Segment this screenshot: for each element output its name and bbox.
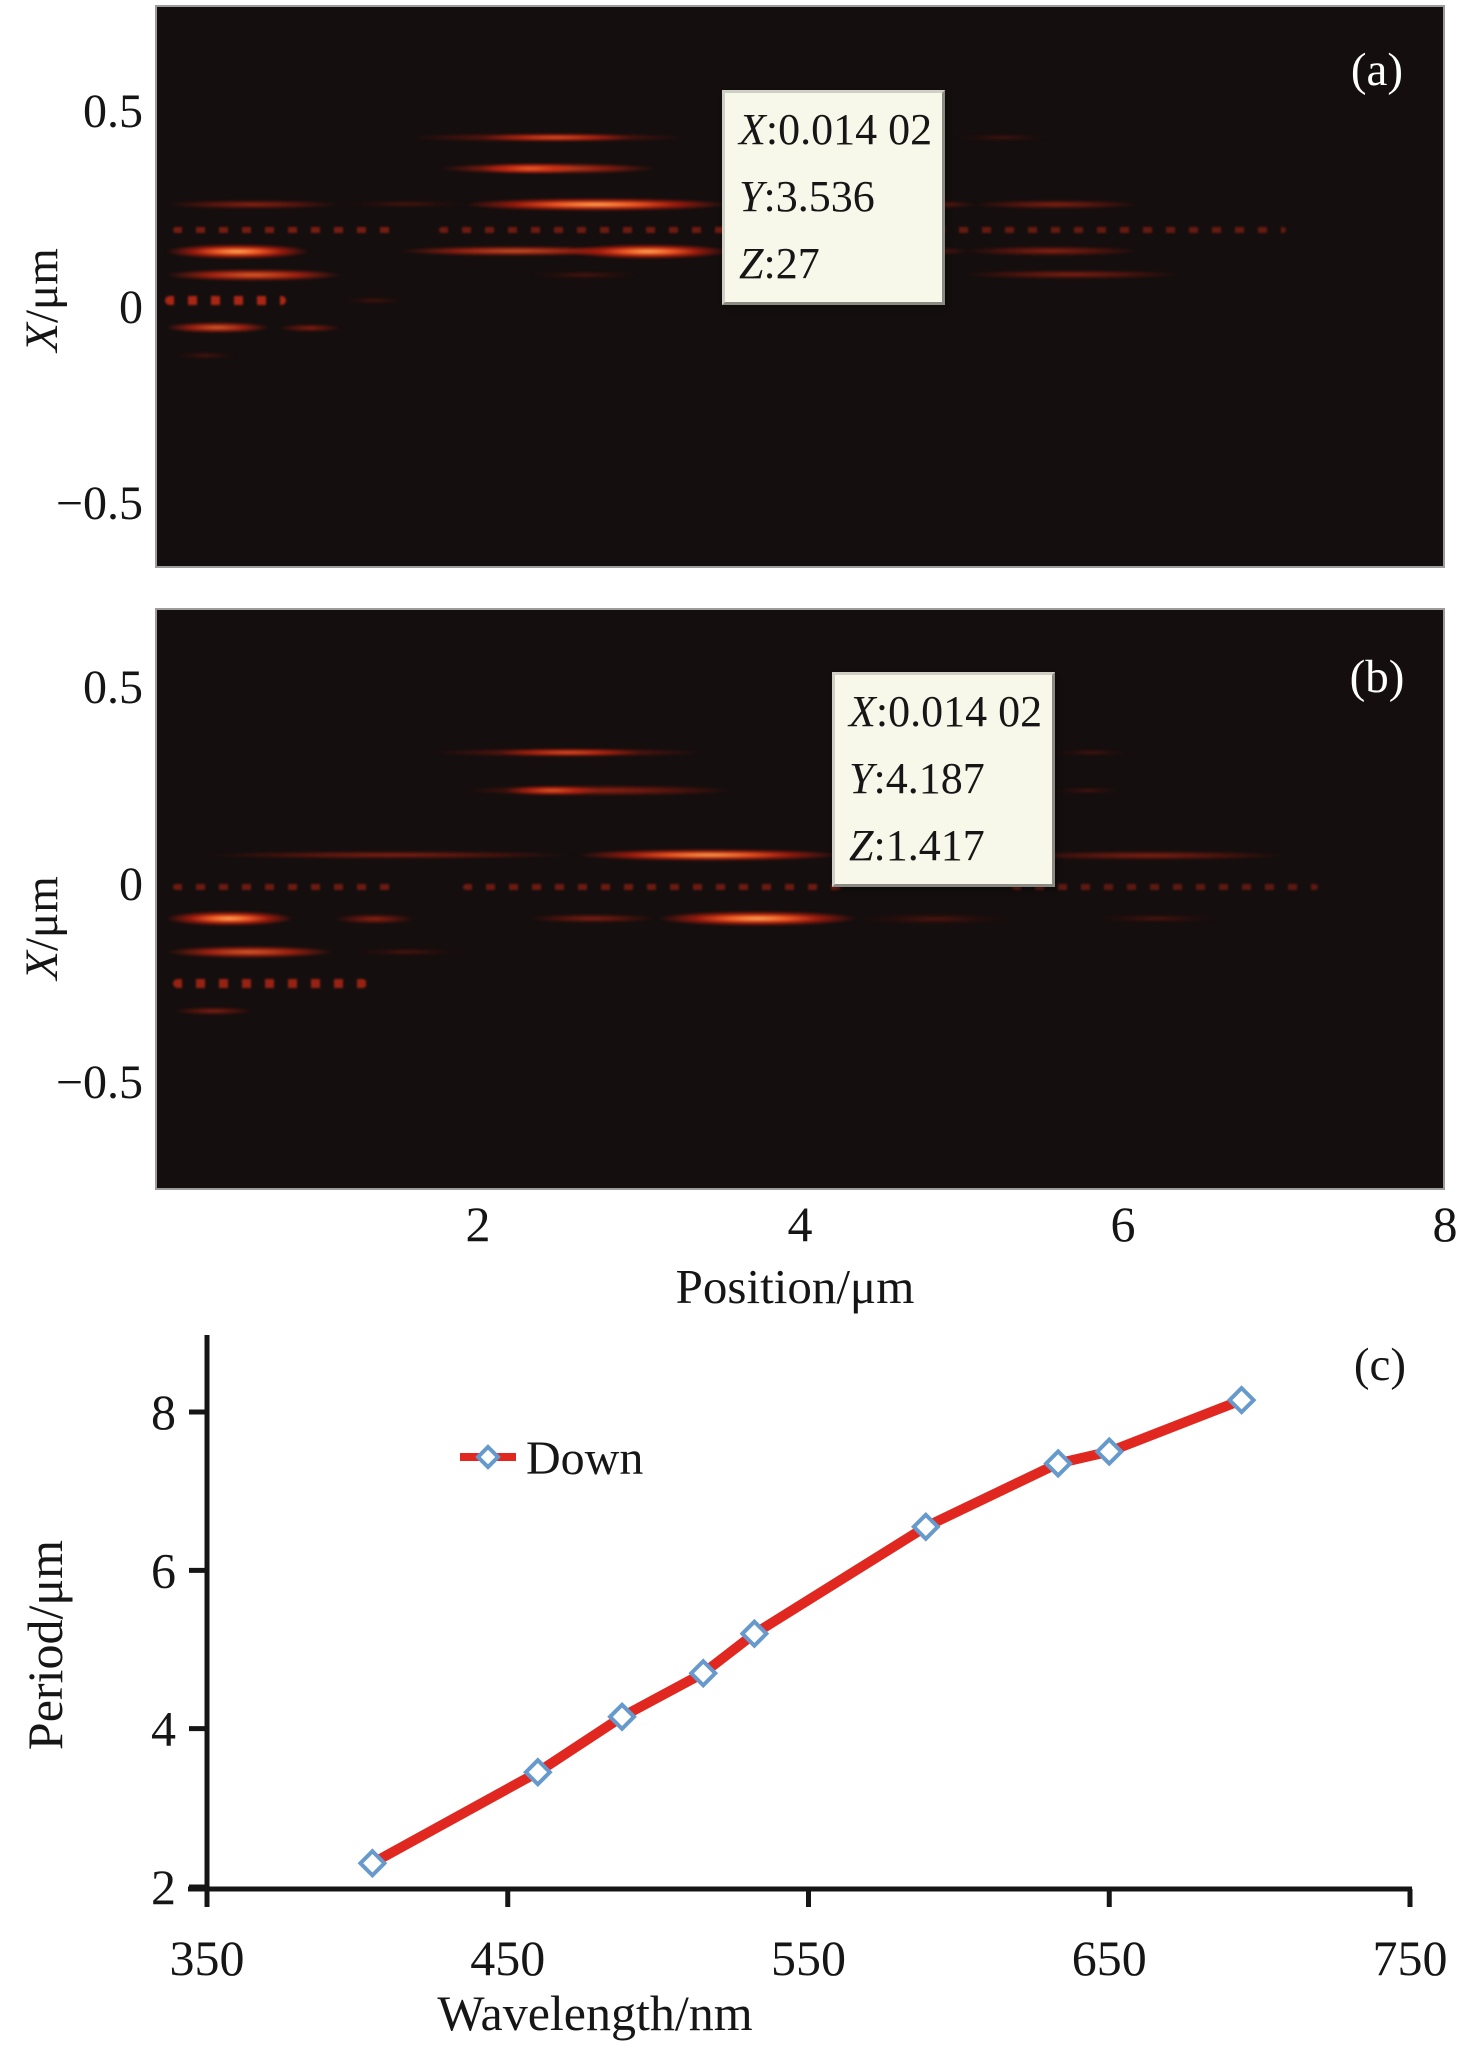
data-point-diamond	[1226, 1385, 1257, 1415]
fringe-streak	[350, 948, 464, 957]
legend-diamond-icon	[475, 1444, 501, 1470]
heatmap-y-tick-a: 0.5	[83, 85, 143, 138]
fringe-streak	[398, 246, 633, 257]
line-chart-panel-c: 350 450 550 650 750 2 4 6 8 Down Wavelength/nm Peri…	[17, 1335, 1448, 2041]
fringe-streak	[971, 199, 1141, 209]
fringe-streak	[1051, 749, 1133, 757]
fringe-streak	[1011, 850, 1286, 860]
fringe-streak	[1092, 914, 1222, 924]
data-point-diamond	[1094, 1436, 1125, 1467]
panel-b-tag: (b)	[1349, 651, 1405, 703]
fringe-streak	[568, 243, 730, 259]
x-tick-label: 750	[1373, 1930, 1448, 1986]
series-line-down	[367, 1395, 1247, 1869]
readout-line: Z:1.417	[849, 821, 985, 870]
fringe-streak	[1051, 786, 1125, 794]
fringe-streak	[463, 784, 738, 796]
fringe-streak	[503, 785, 601, 795]
fringe-streak	[165, 911, 295, 927]
fringe-streak	[165, 295, 286, 305]
cursor-readout-b: X:0.014 02 Y:4.187 Z:1.417	[832, 672, 1056, 887]
heatmap-y-tick-a: −0.5	[55, 477, 143, 530]
fringe-streak	[439, 226, 730, 233]
y-tick-label: 2	[151, 1859, 176, 1915]
readout-variable: X	[739, 105, 766, 154]
x-tick-label: 650	[1072, 1930, 1147, 1986]
heatmap-panel-a: X:0.014 02 Y:3.536 Z:27 (a)	[155, 5, 1445, 568]
readout-variable: Z	[849, 821, 874, 870]
fringe-streak	[955, 134, 1052, 141]
legend-label: Down	[526, 1432, 643, 1485]
readout-variable: Y	[739, 172, 764, 221]
panel-a-tag: (a)	[1350, 44, 1404, 96]
heatmap-y-tick-b: −0.5	[55, 1056, 143, 1109]
fringe-streak	[173, 351, 238, 359]
fringe-streak	[165, 322, 270, 334]
fringe-streak	[334, 913, 415, 924]
readout-line: X:0.014 02	[849, 687, 1043, 736]
heatmap-x-tick: 2	[465, 1196, 491, 1252]
fringe-streak	[165, 199, 343, 209]
heatmap-x-tick: 6	[1110, 1196, 1136, 1252]
data-point-diamond	[910, 1511, 941, 1542]
chart-y-axis-label: Period/μm	[17, 1540, 73, 1750]
fringe-streak	[656, 911, 859, 927]
chart-x-axis-label: Wavelength/nm	[437, 1985, 752, 2041]
readout-line: Y:3.536	[739, 172, 875, 221]
readout-line: X:0.014 02	[739, 105, 933, 154]
fringe-streak	[173, 1007, 254, 1016]
readout-variable: X	[849, 687, 876, 736]
fringe-streak	[479, 164, 580, 174]
fringe-streak	[342, 296, 407, 304]
fringe-streak	[576, 849, 843, 862]
x-tick-label: 450	[470, 1930, 545, 1986]
y-tick-label: 6	[151, 1542, 176, 1598]
readout-line: Y:4.187	[849, 754, 985, 803]
fringe-streak	[963, 246, 1141, 257]
shared-x-axis-label: Position/μm	[675, 1259, 915, 1314]
heatmap-y-tick-a: 0	[119, 281, 143, 334]
data-point-diamond	[522, 1757, 553, 1788]
data-point-diamond	[607, 1701, 637, 1732]
fringe-streak	[165, 243, 311, 259]
fringe-streak	[495, 749, 641, 757]
data-point-diamond	[688, 1658, 719, 1689]
fringe-streak	[866, 226, 1286, 233]
cursor-readout-a: X:0.014 02 Y:3.536 Z:27	[722, 90, 946, 305]
heatmap-panel-b: X:0.014 02 Y:4.187 Z:1.417 (b)	[155, 608, 1445, 1190]
fringe-streak	[527, 914, 657, 924]
fringe-streak	[277, 323, 343, 332]
fringe-streak	[858, 912, 1012, 925]
heatmap-y-tick-b: 0.5	[83, 661, 143, 714]
fringe-streak	[173, 226, 391, 233]
fringe-streak	[173, 884, 399, 890]
data-point-diamond	[357, 1848, 388, 1879]
heatmap-y-tick-b: 0	[119, 858, 143, 911]
fringe-streak	[165, 268, 343, 281]
y-axis-label-variable: X	[16, 951, 68, 980]
readout-variable: Y	[849, 754, 874, 803]
fringe-streak	[963, 270, 1181, 280]
heatmap-x-tick: 4	[787, 1196, 813, 1252]
readout-variable: Z	[739, 239, 764, 288]
panel-c-tag: (c)	[1354, 1339, 1406, 1391]
y-tick-label: 8	[151, 1384, 176, 1440]
fringe-streak	[1011, 884, 1318, 890]
data-point-diamond	[739, 1618, 770, 1649]
y-tick-label: 4	[151, 1701, 176, 1757]
fringe-streak	[342, 200, 472, 209]
data-point-diamond	[1043, 1448, 1073, 1479]
fringe-streak	[479, 134, 633, 141]
fringe-streak	[463, 884, 851, 890]
fringe-streak	[205, 851, 577, 860]
readout-line: Z:27	[739, 239, 820, 288]
x-tick-label: 350	[170, 1930, 245, 1986]
fringe-streak	[463, 197, 730, 211]
fringe-streak	[173, 979, 367, 989]
heatmap-x-tick: 8	[1432, 1196, 1458, 1252]
fringe-streak	[527, 270, 641, 279]
fringe-streak	[165, 946, 335, 959]
x-tick-label: 550	[771, 1930, 846, 1986]
